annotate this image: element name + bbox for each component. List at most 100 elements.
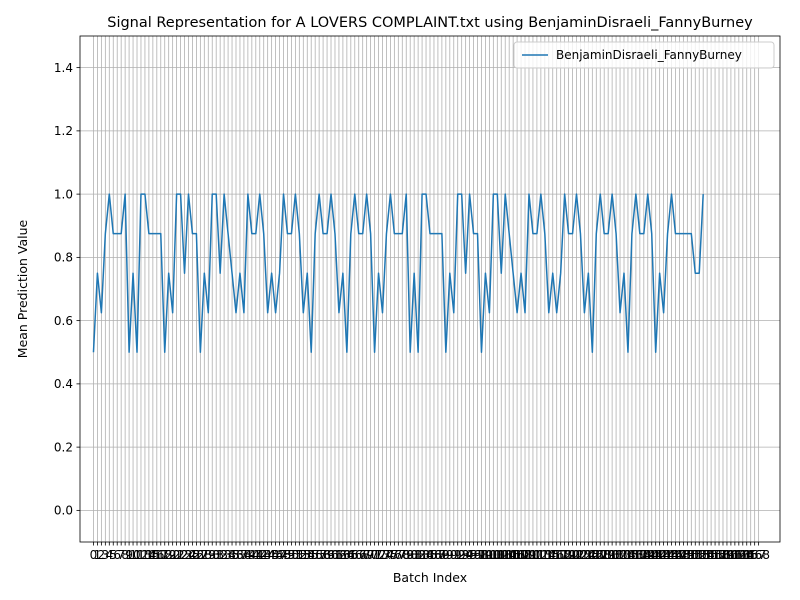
x-tick-label: 4 xyxy=(105,548,113,562)
x-tick-label: 67 xyxy=(351,548,366,562)
x-tick-label: 154 xyxy=(692,548,715,562)
x-tick-label: 32 xyxy=(213,548,228,562)
x-tick-label: 61 xyxy=(327,548,342,562)
x-tick-label: 57 xyxy=(311,548,326,562)
x-tick-label: 41 xyxy=(248,548,263,562)
x-tick-label: 111 xyxy=(521,548,544,562)
x-tick-label: 93 xyxy=(454,548,469,562)
x-tick-label: 117 xyxy=(545,548,568,562)
x-tick-label: 91 xyxy=(446,548,461,562)
x-tick-label: 127 xyxy=(585,548,608,562)
x-tick-label: 138 xyxy=(628,548,651,562)
x-tick-label: 43 xyxy=(256,548,271,562)
x-tick-label: 88 xyxy=(434,548,449,562)
x-tick-label: 39 xyxy=(240,548,255,562)
x-tick-label: 42 xyxy=(252,548,267,562)
x-tick-label: 25 xyxy=(185,548,200,562)
x-tick-label: 81 xyxy=(407,548,422,562)
x-tick-label: 143 xyxy=(648,548,671,562)
x-tick-label: 35 xyxy=(224,548,239,562)
x-tick-label: 13 xyxy=(137,548,152,562)
x-tick-label: 105 xyxy=(498,548,521,562)
x-tick-label: 56 xyxy=(308,548,323,562)
x-tick-label: 9 xyxy=(125,548,133,562)
x-tick-label: 33 xyxy=(216,548,231,562)
x-tick-label: 60 xyxy=(323,548,338,562)
x-tick-label: 3 xyxy=(102,548,110,562)
x-tick-label: 109 xyxy=(514,548,537,562)
x-tick-label: 90 xyxy=(442,548,457,562)
x-tick-label: 146 xyxy=(660,548,683,562)
x-tick-label: 107 xyxy=(506,548,529,562)
x-tick-label: 74 xyxy=(379,548,394,562)
x-tick-label: 15 xyxy=(145,548,160,562)
x-tick-label: 70 xyxy=(363,548,378,562)
y-tick-label: 1.0 xyxy=(54,187,73,201)
x-tick-label: 68 xyxy=(355,548,370,562)
x-tick-label: 150 xyxy=(676,548,699,562)
x-tick-label: 158 xyxy=(708,548,731,562)
x-tick-label: 153 xyxy=(688,548,711,562)
x-tick-label: 59 xyxy=(319,548,334,562)
x-tick-label: 123 xyxy=(569,548,592,562)
x-tick-label: 27 xyxy=(193,548,208,562)
x-tick-label: 136 xyxy=(620,548,643,562)
x-tick-label: 26 xyxy=(189,548,204,562)
x-tick-label: 34 xyxy=(220,548,235,562)
x-tick-label: 151 xyxy=(680,548,703,562)
x-tick-label: 21 xyxy=(169,548,184,562)
x-tick-label: 30 xyxy=(205,548,220,562)
x-tick-label: 110 xyxy=(518,548,541,562)
x-axis-label: Batch Index xyxy=(393,570,467,585)
x-tick-label: 142 xyxy=(644,548,667,562)
x-tick-label: 140 xyxy=(636,548,659,562)
x-tick-label: 79 xyxy=(399,548,414,562)
x-tick-label: 149 xyxy=(672,548,695,562)
x-tick-label: 100 xyxy=(478,548,501,562)
x-tick-label: 104 xyxy=(494,548,517,562)
y-axis-label: Mean Prediction Value xyxy=(15,219,30,358)
x-tick-label: 82 xyxy=(410,548,425,562)
x-tick-label: 29 xyxy=(201,548,216,562)
x-tick-label: 44 xyxy=(260,548,275,562)
chart-title: Signal Representation for A LOVERS COMPL… xyxy=(107,15,753,31)
x-tick-label: 160 xyxy=(715,548,738,562)
x-tick-label: 2 xyxy=(98,548,106,562)
x-tick-label: 87 xyxy=(430,548,445,562)
x-tick-label: 166 xyxy=(739,548,762,562)
x-tick-label: 76 xyxy=(387,548,402,562)
x-tick-label: 1 xyxy=(94,548,102,562)
x-tick-label: 167 xyxy=(743,548,766,562)
x-tick-label: 38 xyxy=(236,548,251,562)
x-tick-label: 95 xyxy=(462,548,477,562)
x-tick-label: 54 xyxy=(300,548,315,562)
x-axis-ticks: 0123456789101112131415161718192021222324… xyxy=(90,542,770,562)
x-tick-label: 157 xyxy=(704,548,727,562)
x-tick-label: 141 xyxy=(640,548,663,562)
x-tick-label: 112 xyxy=(525,548,548,562)
x-tick-label: 96 xyxy=(466,548,481,562)
x-tick-label: 62 xyxy=(331,548,346,562)
x-tick-label: 119 xyxy=(553,548,576,562)
x-tick-label: 130 xyxy=(597,548,620,562)
x-tick-label: 137 xyxy=(624,548,647,562)
x-tick-label: 118 xyxy=(549,548,572,562)
x-tick-label: 37 xyxy=(232,548,247,562)
series-lines xyxy=(92,193,704,353)
x-tick-label: 53 xyxy=(296,548,311,562)
x-tick-label: 12 xyxy=(133,548,148,562)
x-tick-label: 122 xyxy=(565,548,588,562)
x-tick-label: 71 xyxy=(367,548,382,562)
x-tick-label: 156 xyxy=(700,548,723,562)
x-tick-label: 8 xyxy=(121,548,129,562)
x-tick-label: 36 xyxy=(228,548,243,562)
x-tick-label: 11 xyxy=(129,548,144,562)
x-tick-label: 147 xyxy=(664,548,687,562)
x-tick-label: 24 xyxy=(181,548,196,562)
x-tick-label: 121 xyxy=(561,548,584,562)
x-tick-label: 63 xyxy=(335,548,350,562)
y-tick-label: 0.0 xyxy=(54,504,73,518)
y-tick-label: 0.2 xyxy=(54,440,73,454)
x-tick-label: 132 xyxy=(605,548,628,562)
